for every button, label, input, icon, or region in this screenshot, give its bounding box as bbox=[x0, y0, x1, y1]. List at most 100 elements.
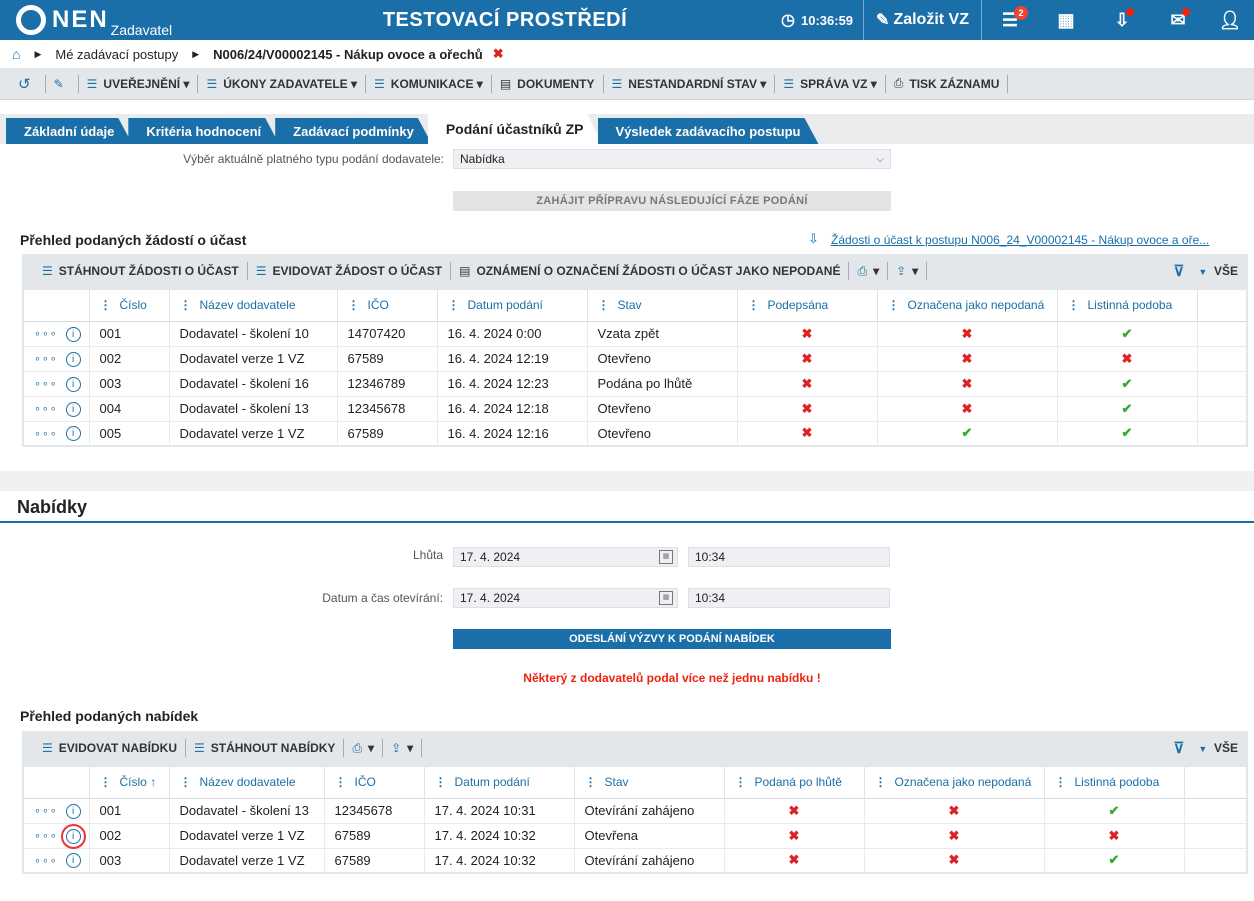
col-number[interactable]: ⋮ Číslo ↑ bbox=[89, 766, 170, 799]
filter-all-dropdown[interactable]: ▼ VŠE bbox=[1198, 264, 1238, 278]
calendar-icon[interactable]: ▦ bbox=[659, 550, 673, 564]
export-dropdown[interactable]: ⇪ ▾ bbox=[383, 739, 423, 757]
inbox-button[interactable]: ⇩ bbox=[1094, 0, 1150, 40]
cell-ico: 12345678 bbox=[337, 396, 438, 422]
menu-nestandardni[interactable]: ☰ NESTANDARDNÍ STAV ▾ bbox=[604, 74, 776, 93]
tab-podani[interactable]: Podání účastníků ZP bbox=[428, 114, 602, 144]
breadcrumb-item-procedures[interactable]: Mé zadávací postupy bbox=[55, 46, 179, 62]
col-paper[interactable]: ⋮ Listinná podoba bbox=[1044, 766, 1185, 799]
col-unsubmitted[interactable]: ⋮ Označena jako nepodaná bbox=[877, 289, 1058, 322]
export-dropdown[interactable]: ⇪ ▾ bbox=[888, 262, 928, 280]
more-icon[interactable]: ∘∘∘ bbox=[34, 403, 58, 416]
col-state[interactable]: ⋮ Stav bbox=[587, 289, 738, 322]
info-icon[interactable]: i bbox=[65, 803, 81, 819]
col-state[interactable]: ⋮ Stav bbox=[574, 766, 725, 799]
opening-time-input[interactable]: 10:34 bbox=[688, 588, 890, 608]
record-offer-label: EVIDOVAT NABÍDKU bbox=[58, 741, 177, 755]
print-dropdown[interactable]: ⎙ ▾ bbox=[344, 739, 384, 757]
download-applications-label: STÁHNOUT ŽÁDOSTI O ÚČAST bbox=[58, 264, 239, 278]
tab-vysledek[interactable]: Výsledek zadávacího postupu bbox=[598, 118, 819, 144]
opening-date-input[interactable]: 17. 4. 2024 ▦ bbox=[453, 588, 678, 608]
info-icon[interactable]: i bbox=[65, 326, 81, 342]
col-label: Stav bbox=[604, 775, 629, 790]
col-signed[interactable]: ⋮ Podepsána bbox=[737, 289, 878, 322]
col-supplier[interactable]: ⋮ Název dodavatele bbox=[169, 766, 325, 799]
tab-kriteria[interactable]: Kritéria hodnocení bbox=[128, 118, 279, 144]
cell-paper: ✖ bbox=[1044, 823, 1185, 849]
refresh-button[interactable]: ↺ bbox=[10, 74, 46, 93]
more-icon[interactable]: ∘∘∘ bbox=[34, 855, 58, 868]
menu-dokumenty[interactable]: ▤ DOKUMENTY bbox=[492, 74, 604, 93]
offers-title: Nabídky bbox=[0, 491, 1254, 523]
record-application-button[interactable]: ☰ EVIDOVAT ŽÁDOST O ÚČAST bbox=[248, 262, 452, 280]
refresh-icon: ↺ bbox=[18, 75, 31, 93]
table-row[interactable]: ∘∘∘ i 005 Dodavatel verze 1 VZ 67589 16. 4. 2… bbox=[23, 421, 1248, 447]
filter-all-dropdown[interactable]: ▼ VŠE bbox=[1198, 741, 1238, 755]
print-dropdown[interactable]: ⎙ ▾ bbox=[849, 262, 889, 280]
cross-icon: ✖ bbox=[948, 827, 960, 843]
table-row[interactable]: ∘∘∘ i 002 Dodavatel verze 1 VZ 67589 16. 4. 2… bbox=[23, 346, 1248, 372]
tab-podminky[interactable]: Zadávací podmínky bbox=[275, 118, 432, 144]
menu-sprava[interactable]: ☰ SPRÁVA VZ ▾ bbox=[775, 74, 886, 93]
create-vz-button[interactable]: ✎ Založit VZ bbox=[863, 0, 982, 40]
more-icon[interactable]: ∘∘∘ bbox=[34, 830, 58, 843]
nen-logo[interactable]: NEN Zadavatel bbox=[0, 0, 340, 40]
info-icon[interactable]: i bbox=[65, 853, 81, 869]
filter-icon[interactable]: ⊽ bbox=[1173, 740, 1185, 757]
filter-icon[interactable]: ⊽ bbox=[1173, 263, 1185, 280]
info-icon[interactable]: i bbox=[60, 823, 86, 849]
col-supplier[interactable]: ⋮ Název dodavatele bbox=[169, 289, 338, 322]
table-row[interactable]: ∘∘∘ i 004 Dodavatel - školení 13 12345678 16.… bbox=[23, 396, 1248, 422]
send-invitation-button[interactable]: ODESLÁNÍ VÝZVY K PODÁNÍ NABÍDEK bbox=[453, 629, 891, 649]
more-icon[interactable]: ∘∘∘ bbox=[34, 328, 58, 341]
more-icon[interactable]: ∘∘∘ bbox=[34, 378, 58, 391]
home-icon[interactable]: ⌂ bbox=[12, 46, 21, 62]
calculator-button[interactable]: ▦ bbox=[1038, 0, 1094, 40]
info-icon[interactable]: i bbox=[65, 426, 81, 442]
info-icon[interactable]: i bbox=[65, 376, 81, 392]
notice-unsubmitted-button[interactable]: ▤ OZNÁMENÍ O OZNAČENÍ ŽÁDOSTI O ÚČAST JAK… bbox=[451, 262, 850, 280]
applications-download-link[interactable]: Žádosti o účast k postupu N006_24_V00002… bbox=[831, 233, 1210, 247]
menu-button[interactable]: ☰ 2 bbox=[982, 0, 1038, 40]
calendar-icon[interactable]: ▦ bbox=[659, 591, 673, 605]
col-late[interactable]: ⋮ Podaná po lhůtě bbox=[724, 766, 865, 799]
menu-ukony[interactable]: ☰ ÚKONY ZADAVATELE ▾ bbox=[198, 74, 367, 93]
col-date[interactable]: ⋮ Datum podání bbox=[437, 289, 588, 322]
user-button[interactable]: 👤︎ bbox=[1206, 0, 1254, 40]
tab-zakladni[interactable]: Základní údaje bbox=[6, 118, 132, 144]
more-icon[interactable]: ∘∘∘ bbox=[34, 353, 58, 366]
table-row[interactable]: ∘∘∘ i 001 Dodavatel - školení 10 14707420 16.… bbox=[23, 321, 1248, 347]
info-icon[interactable]: i bbox=[65, 401, 81, 417]
close-icon[interactable]: ✖ bbox=[492, 46, 504, 61]
menu-uverejneni[interactable]: ☰ UVEŘEJNĚNÍ ▾ bbox=[79, 74, 199, 93]
record-offer-button[interactable]: ☰ EVIDOVAT NABÍDKU bbox=[34, 739, 186, 757]
mail-button[interactable]: ✉ bbox=[1150, 0, 1206, 40]
submission-type-select[interactable]: Nabídka ⌵ bbox=[453, 149, 891, 169]
deadline-date-input[interactable]: 17. 4. 2024 ▦ bbox=[453, 547, 678, 567]
menu-dokumenty-label: DOKUMENTY bbox=[517, 76, 595, 91]
col-ico[interactable]: ⋮ IČO bbox=[337, 289, 438, 322]
list-arrow-icon: ☰ bbox=[783, 76, 795, 91]
col-number[interactable]: ⋮ Číslo bbox=[89, 289, 170, 322]
deadline-time-input[interactable]: 10:34 bbox=[688, 547, 890, 567]
table-row[interactable]: ∘∘∘ i 002 Dodavatel verze 1 VZ 67589 17. 4. 2… bbox=[23, 823, 1248, 849]
download-applications-button[interactable]: ☰ STÁHNOUT ŽÁDOSTI O ÚČAST bbox=[34, 262, 248, 280]
col-date[interactable]: ⋮ Datum podání bbox=[424, 766, 575, 799]
col-unsubmitted[interactable]: ⋮ Označena jako nepodaná bbox=[864, 766, 1045, 799]
cell-empty bbox=[1197, 371, 1248, 397]
table-row[interactable]: ∘∘∘ i 003 Dodavatel - školení 16 12346789 16.… bbox=[23, 371, 1248, 397]
table-row[interactable]: ∘∘∘ i 003 Dodavatel verze 1 VZ 67589 17. 4. 2… bbox=[23, 848, 1248, 874]
menu-komunikace[interactable]: ☰ KOMUNIKACE ▾ bbox=[366, 74, 492, 93]
cell-empty bbox=[1197, 396, 1248, 422]
col-ico[interactable]: ⋮ IČO bbox=[324, 766, 425, 799]
info-icon[interactable]: i bbox=[65, 351, 81, 367]
menu-tisk[interactable]: ⎙ TISK ZÁZNAMU bbox=[886, 74, 1009, 93]
more-icon[interactable]: ∘∘∘ bbox=[34, 428, 58, 441]
offers-table: ⋮ Číslo ↑ ⋮ Název dodavatele ⋮ IČO ⋮ Datum p… bbox=[22, 765, 1248, 874]
download-offers-button[interactable]: ☰ STÁHNOUT NABÍDKY bbox=[186, 739, 345, 757]
next-phase-button[interactable]: ZAHÁJIT PŘÍPRAVU NÁSLEDUJÍCÍ FÁZE PODÁNÍ bbox=[453, 191, 891, 211]
col-paper[interactable]: ⋮ Listinná podoba bbox=[1057, 289, 1198, 322]
table-row[interactable]: ∘∘∘ i 001 Dodavatel - školení 13 12345678 17.… bbox=[23, 798, 1248, 824]
edit-button[interactable]: ✎ bbox=[46, 74, 79, 93]
more-icon[interactable]: ∘∘∘ bbox=[34, 805, 58, 818]
